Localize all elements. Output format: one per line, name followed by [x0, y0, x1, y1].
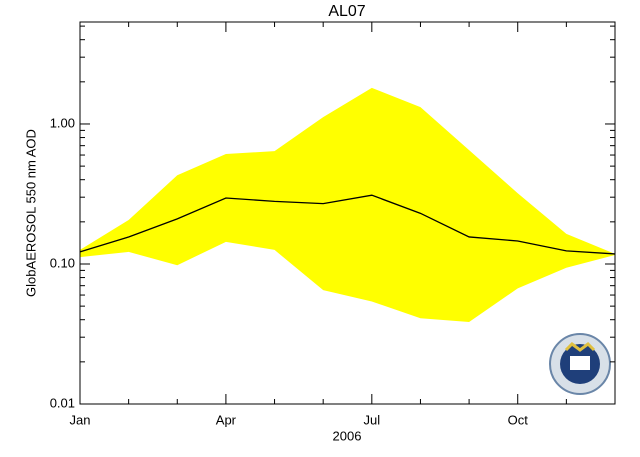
x-tick-label: Apr [216, 412, 237, 427]
y-tick-label: 1.00 [50, 115, 75, 130]
x-tick-label: Oct [508, 412, 529, 427]
plot [79, 87, 616, 323]
university-crest [549, 333, 611, 395]
chart-title: AL07 [328, 3, 365, 20]
mean-line [79, 194, 616, 255]
x-axis-label: 2006 [333, 428, 362, 443]
plot-frame [79, 21, 616, 405]
y-tick-label: 0.01 [50, 395, 75, 410]
x-tick-label: Jan [70, 412, 91, 427]
y-tick-label: 0.10 [50, 255, 75, 270]
y-axis-label: GlobAEROSOL 550 nm AOD [23, 129, 38, 297]
x-tick-label: Jul [364, 412, 381, 427]
range-band [80, 87, 615, 323]
